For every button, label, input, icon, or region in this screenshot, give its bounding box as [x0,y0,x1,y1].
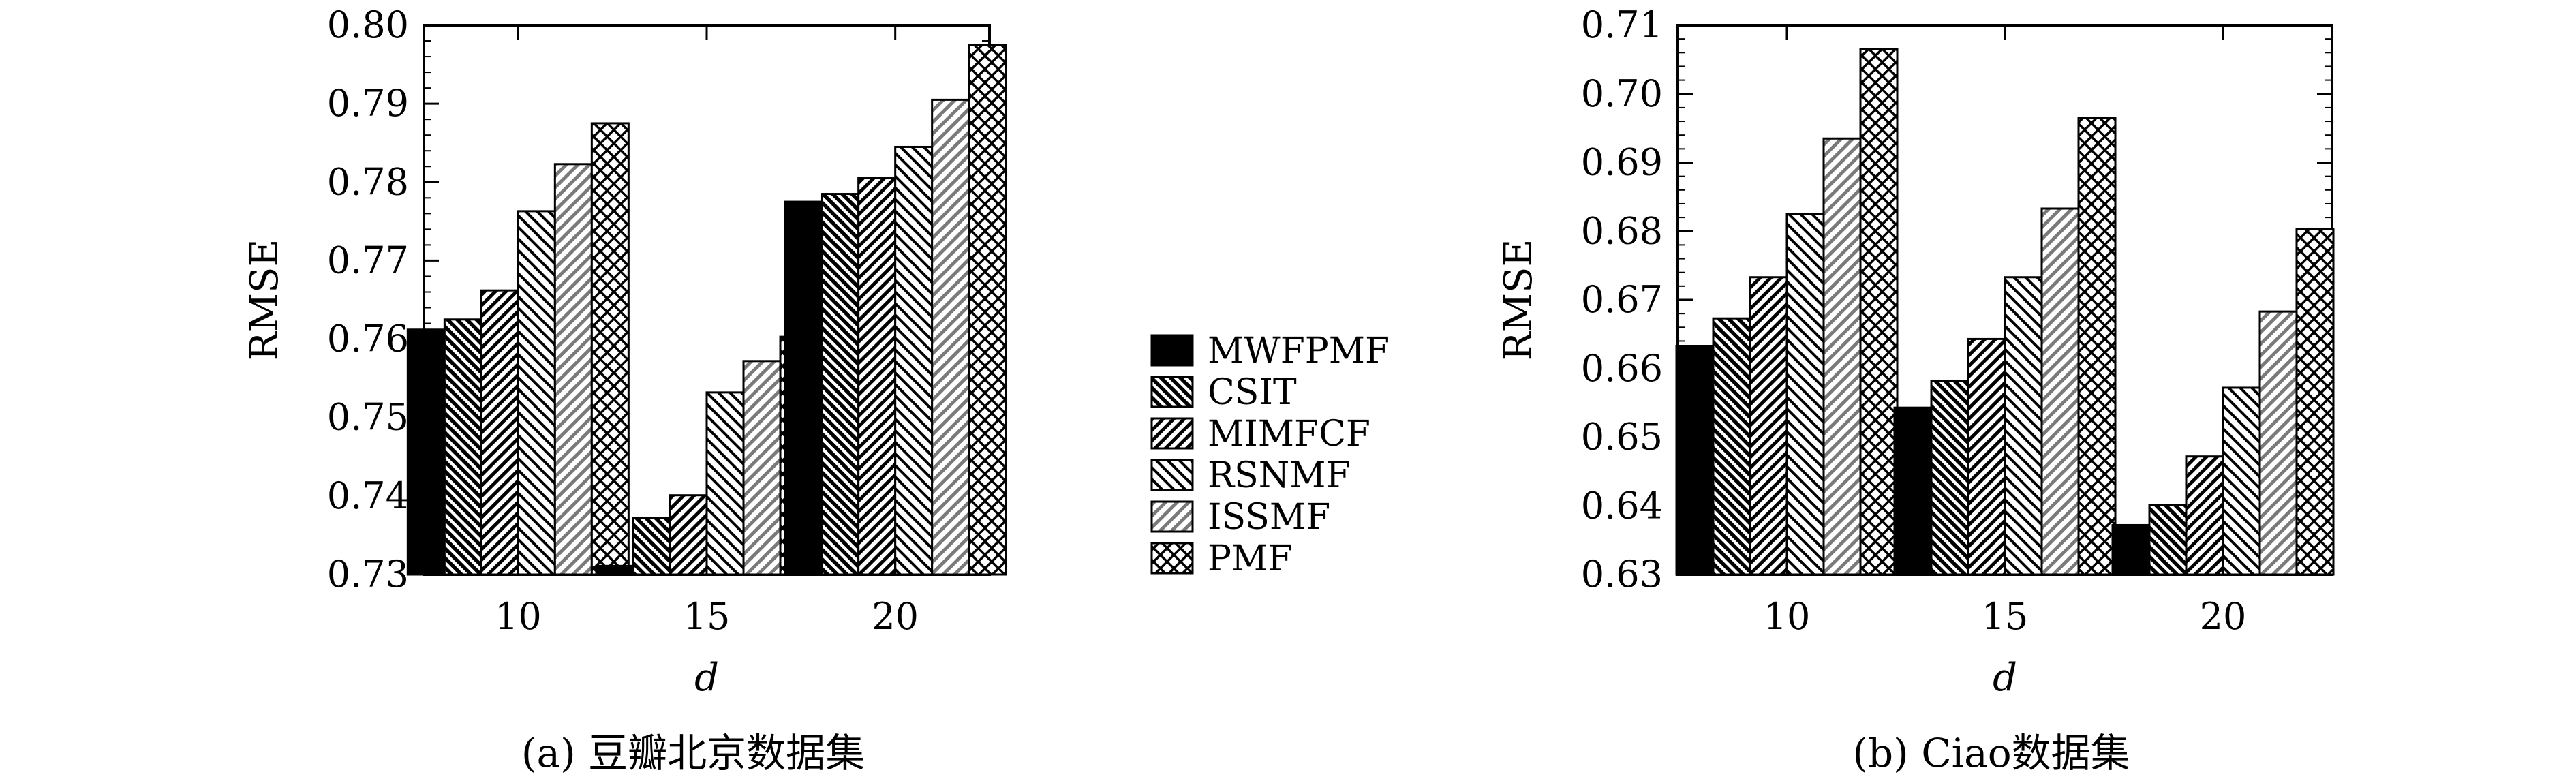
chart-panel-ciao: 0.63 0.64 0.65 0.66 0.67 0.68 0.69 0.70 0.71 10 15… [1497,3,2335,776]
legend-label-pmf: PMF [1208,538,1292,579]
legend-swatch-pmf [1150,542,1194,575]
bar-mimfcf-d10 [1749,276,1788,576]
bar-issmf-d15 [742,360,782,576]
y-tick-label: 0.66 [1581,347,1663,390]
bar-mwfpmf-d10 [406,328,446,576]
bar-csit-d10 [1712,317,1751,576]
y-tick-label: 0.74 [327,474,409,517]
legend-swatch-csit [1150,376,1194,408]
y-tick-label: 0.64 [1581,484,1663,527]
x-tick-label: 10 [1764,595,1811,638]
legend-label-mwfpmf: MWFPMF [1208,331,1390,371]
y-tick-label: 0.75 [327,396,409,439]
y-axis-title: RMSE [243,239,287,361]
bar-rsnmf-d20 [894,145,934,576]
y-tick-label: 0.79 [327,82,409,125]
bar-issmf-d10 [553,163,593,576]
chart-panel-douban: 0.73 0.74 0.75 0.76 0.77 0.78 0.79 0.80 10 15 20 d R… [243,3,1007,776]
bar-mwfpmf-d10 [1675,345,1715,576]
y-tick-label: 0.76 [327,318,409,361]
legend-label-mimfcf: MIMFCF [1208,414,1370,455]
bar-rsnmf-d15 [2004,276,2043,576]
bar-rsnmf-d10 [1785,213,1825,576]
x-tick-label: 10 [495,595,542,638]
bar-mwfpmf-d15 [1893,406,1933,576]
legend-label-issmf: ISSMF [1208,497,1330,538]
y-tick-label: 0.70 [1581,72,1663,115]
legend-label-rsnmf: RSNMF [1208,455,1351,496]
legend-swatch-mimfcf [1150,417,1194,450]
bar-pmf-d15 [2077,117,2117,576]
y-tick-label: 0.78 [327,160,409,203]
bar-csit-d10 [443,318,482,576]
bar-mimfcf-d20 [2185,455,2224,576]
y-tick-label: 0.65 [1581,416,1663,459]
y-tick-label: 0.63 [1581,553,1663,596]
bar-pmf-d20 [2295,228,2335,576]
bar-mimfcf-d10 [480,289,519,576]
bar-mwfpmf-d15 [595,564,634,576]
legend-swatch-rsnmf [1150,459,1194,491]
bar-pmf-d10 [590,122,630,576]
y-tick-label: 0.77 [327,239,409,281]
bar-mimfcf-d15 [669,494,708,576]
y-tick-label: 0.73 [327,553,409,596]
bar-csit-d15 [1930,380,1969,576]
legend-label-csit: CSIT [1208,372,1297,413]
bar-csit-d20 [821,193,860,576]
x-tick-label: 15 [684,595,731,638]
bar-rsnmf-d10 [517,210,556,576]
bar-mwfpmf-d20 [784,200,823,576]
bar-issmf-d15 [2040,207,2080,576]
legend-swatch-issmf [1150,500,1194,533]
y-tick-label: 0.69 [1581,141,1663,184]
bar-issmf-d20 [931,98,970,576]
bar-issmf-d20 [2258,310,2298,576]
chart-caption: (a) 豆瓣北京数据集 [521,730,865,776]
bar-csit-d15 [632,517,671,576]
y-tick-label: 0.67 [1581,278,1663,321]
x-tick-label: 20 [2200,595,2247,638]
y-tick-label: 0.68 [1581,209,1663,252]
bar-mimfcf-d15 [1967,337,2006,576]
chart-caption: (b) Ciao数据集 [1852,730,2130,776]
bar-csit-d20 [2148,504,2188,576]
legend-swatch-mwfpmf [1150,334,1194,367]
y-axis-title: RMSE [1497,239,1541,361]
bar-rsnmf-d20 [2222,386,2261,576]
bar-pmf-d20 [968,44,1007,576]
bar-mwfpmf-d20 [2111,523,2151,576]
y-tick-label: 0.71 [1581,3,1663,46]
y-tick-label: 0.80 [327,3,409,46]
x-tick-label: 15 [1982,595,2029,638]
bar-issmf-d10 [1822,137,1862,576]
x-axis-title: d [694,656,719,700]
x-tick-label: 20 [872,595,919,638]
bar-pmf-d10 [1859,48,1899,576]
bar-rsnmf-d15 [705,391,745,576]
x-axis-title: d [1993,656,2017,700]
bar-mimfcf-d20 [857,177,897,576]
